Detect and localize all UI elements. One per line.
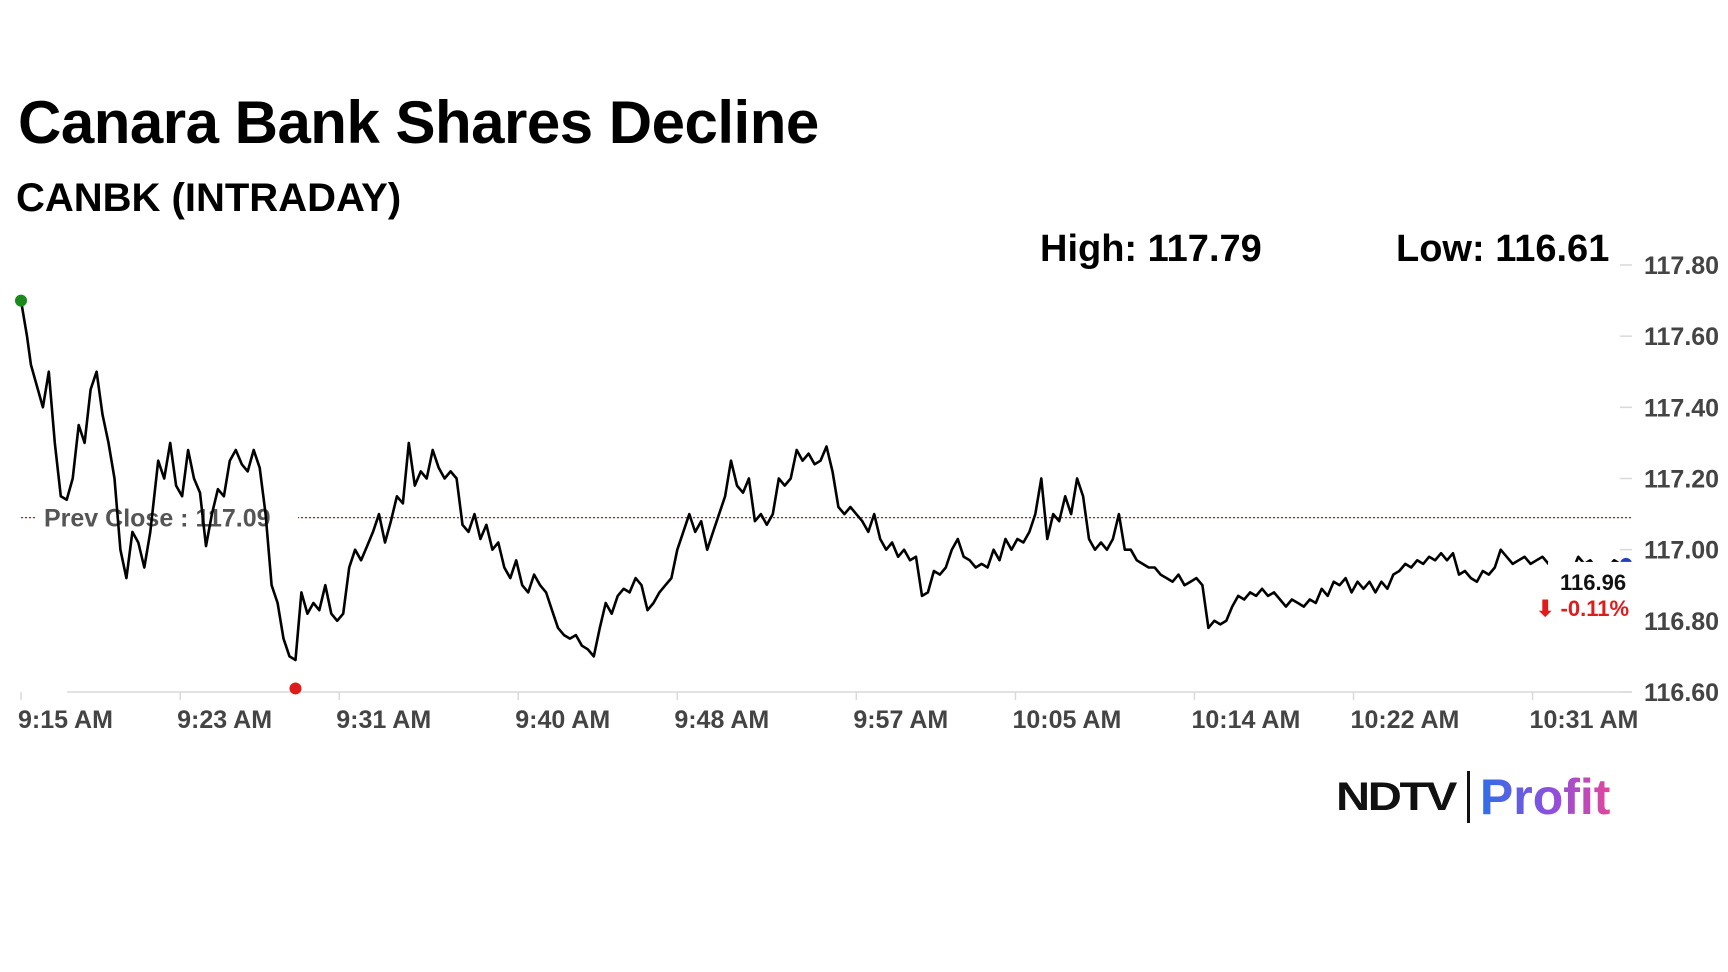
last-price-bg [1548,561,1632,622]
prev-close-label: Prev Close : 117.09 [44,505,271,533]
x-tick-label: 9:57 AM [853,706,948,734]
x-tick-label: 10:22 AM [1351,706,1460,734]
price-line [19,300,1621,662]
x-tick-label: 9:48 AM [674,706,769,734]
brand-logo: NDTV Profit [1336,768,1610,826]
brand-divider [1466,771,1470,823]
y-tick-label: 117.20 [1644,466,1719,494]
profit-wordmark: Profit [1479,769,1611,825]
start-point-marker [15,294,27,307]
y-tick-label: 116.60 [1644,679,1719,707]
x-tick-label: 9:31 AM [336,706,431,734]
x-tick-label: 10:14 AM [1191,706,1300,734]
x-tick-label: 9:40 AM [515,706,610,734]
low-value: Low: 116.61 [1396,228,1610,270]
ndtv-wordmark: NDTV [1336,774,1457,819]
y-tick-label: 117.60 [1644,323,1719,351]
y-tick-label: 117.40 [1644,394,1719,422]
y-tick-label: 116.80 [1644,608,1719,636]
x-tick-label: 10:31 AM [1530,706,1639,734]
x-tick-label: 10:05 AM [1012,706,1121,734]
prev-close-label-bg [36,497,298,536]
y-tick-label: 117.00 [1644,537,1719,565]
high-value: High: 117.79 [1040,228,1262,270]
x-tick-label: 9:15 AM [18,706,113,734]
page-title: Canara Bank Shares Decline [18,89,819,156]
last-price-label: 116.96 [1560,570,1626,595]
day-low-marker [289,682,302,695]
x-tick-label: 9:23 AM [177,706,272,734]
page-subtitle: CANBK (INTRADAY) [16,176,402,220]
y-tick-label: 117.80 [1644,252,1719,280]
change-label: ⬇ -0.11% [1536,596,1629,621]
intraday-chart: 117.80 117.60 117.40 117.20 117.00 116.80 116.… [15,252,1719,734]
